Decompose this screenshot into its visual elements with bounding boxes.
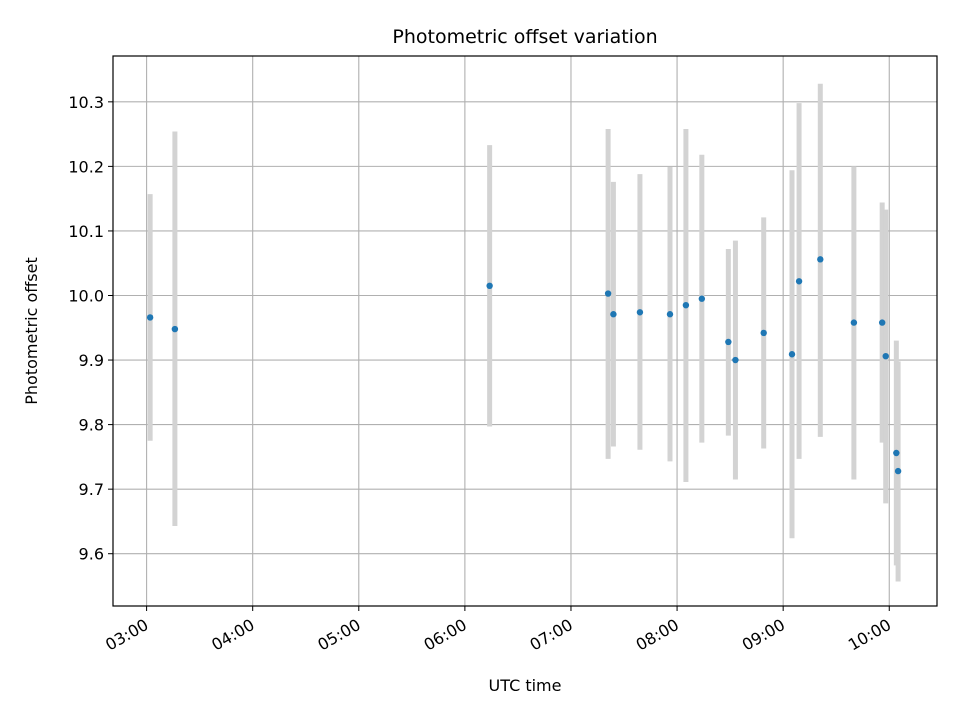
y-tick-label: 10.1 [68, 222, 104, 241]
y-tick-label: 9.6 [79, 545, 104, 564]
data-point [788, 351, 796, 358]
data-point [882, 352, 889, 360]
data-point [636, 309, 644, 316]
y-tick-label: 9.9 [79, 351, 104, 370]
data-point [146, 314, 154, 321]
data-point [732, 356, 739, 364]
data-point [760, 329, 767, 337]
data-point [894, 467, 902, 475]
y-tick-label: 10.2 [68, 157, 104, 176]
data-point [795, 278, 803, 285]
plot-area-frame [112, 55, 938, 607]
data-point [817, 256, 824, 263]
data-point [666, 311, 674, 318]
data-point [610, 311, 617, 318]
data-point [893, 449, 900, 457]
x-axis-label: UTC time [489, 676, 562, 695]
y-tick-label: 9.8 [79, 416, 104, 435]
data-point [486, 282, 493, 290]
y-tick-label: 10.0 [68, 286, 104, 305]
data-point [698, 295, 706, 302]
data-points [146, 256, 902, 475]
y-tick-label: 9.7 [79, 480, 104, 499]
y-tick-label: 10.3 [68, 93, 104, 112]
chart-title: Photometric offset variation [392, 26, 657, 48]
data-point [850, 319, 858, 326]
data-point [604, 290, 612, 297]
data-point [878, 319, 886, 326]
y-axis-label: Photometric offset [22, 257, 41, 405]
data-point [682, 301, 690, 309]
data-point [171, 325, 179, 333]
data-point [725, 338, 732, 346]
